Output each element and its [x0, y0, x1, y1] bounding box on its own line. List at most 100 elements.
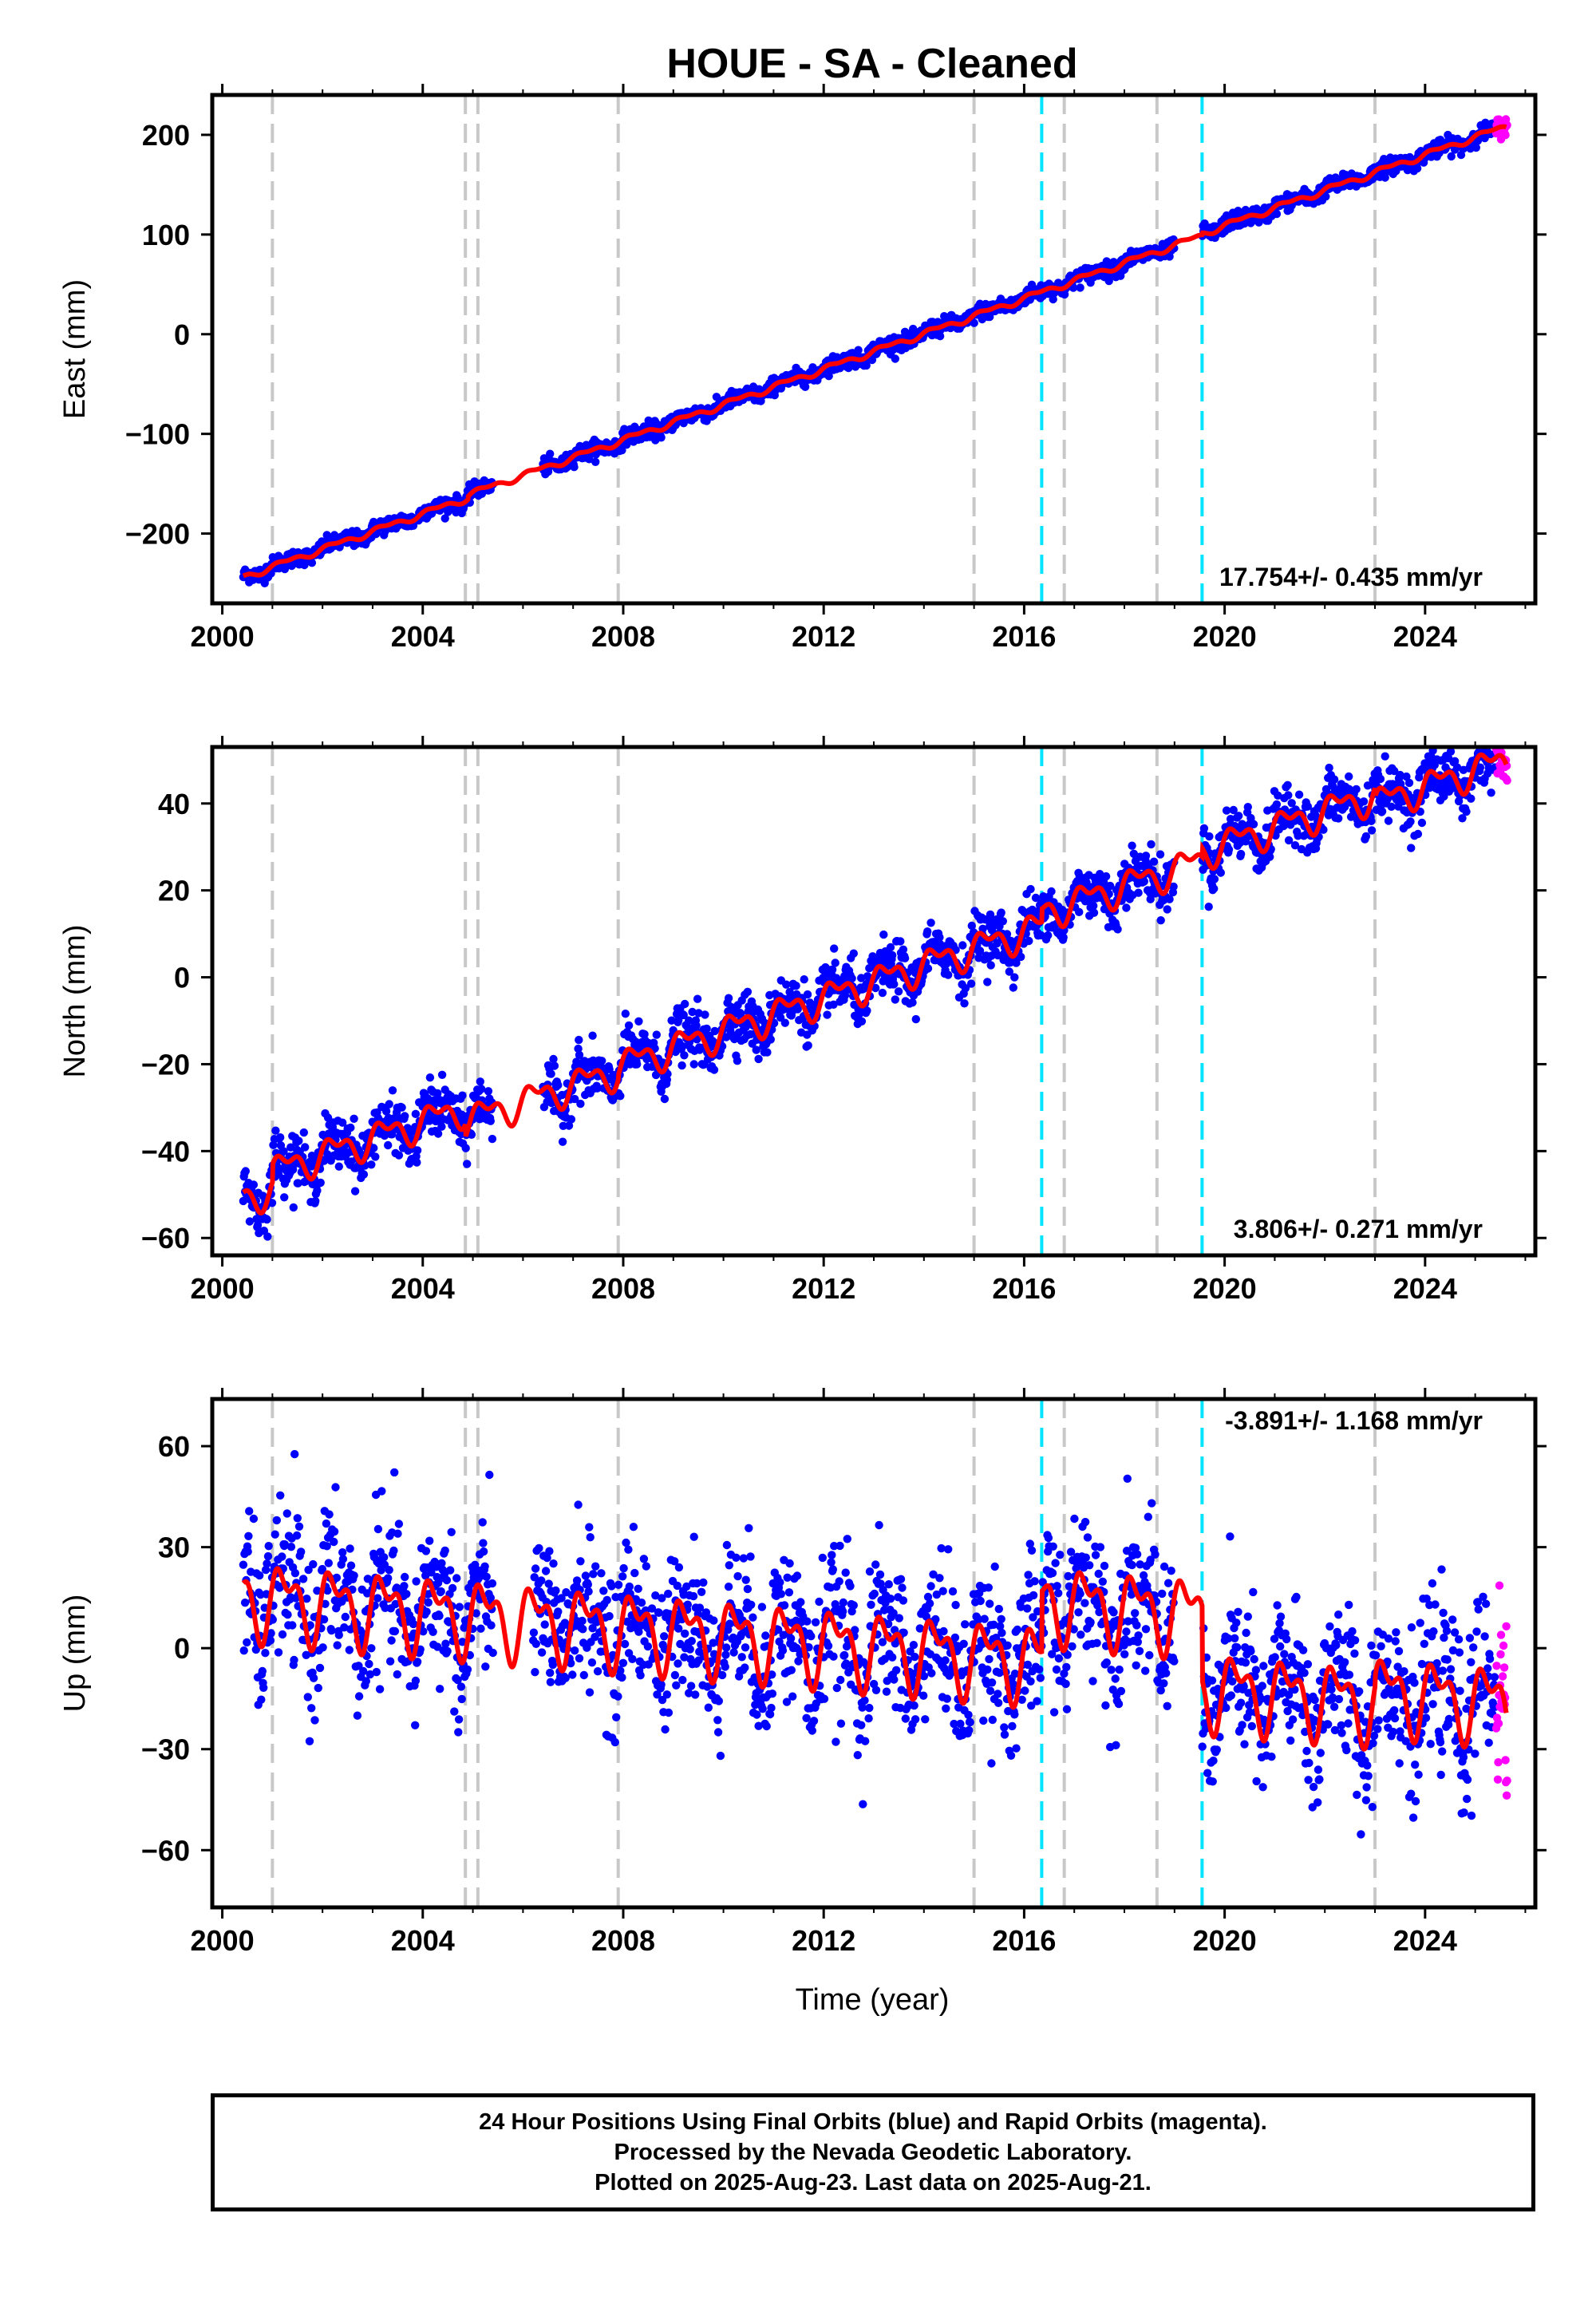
rate-annotation-east: 17.754+/- 0.435 mm/yr: [1219, 563, 1483, 591]
data-point-final: [306, 1621, 314, 1630]
data-point-final: [854, 346, 863, 354]
data-point-final: [244, 1531, 253, 1541]
panel-frame-north: [210, 745, 1538, 1258]
data-point-final: [1417, 818, 1427, 828]
data-point-final: [624, 1545, 633, 1554]
data-point-final: [1005, 967, 1014, 976]
data-point-final: [480, 1562, 489, 1571]
y-tick-label: 20: [158, 875, 190, 907]
data-point-final: [1222, 806, 1231, 815]
data-point-final: [346, 1123, 355, 1132]
data-point-final: [1325, 763, 1333, 773]
data-point-final: [894, 987, 903, 996]
data-point-final: [886, 943, 895, 952]
x-tick-label: 2000: [191, 620, 255, 653]
data-point-final: [908, 998, 917, 1007]
data-point-final: [393, 1670, 401, 1679]
data-point-final: [1076, 283, 1084, 292]
data-point-final: [529, 1628, 539, 1637]
data-point-final: [334, 1162, 343, 1171]
data-point-final: [546, 1678, 555, 1686]
data-point-final: [425, 1073, 435, 1082]
x-tick-label: 2020: [1193, 1272, 1257, 1305]
data-point-final: [309, 1559, 318, 1569]
y-tick-label: −200: [125, 518, 190, 551]
data-point-final: [307, 1704, 316, 1713]
data-point-final: [1216, 868, 1226, 877]
data-point-final: [292, 1531, 302, 1540]
data-point-final: [1448, 733, 1456, 741]
data-point-final: [554, 1081, 563, 1089]
data-point-final: [900, 954, 910, 962]
data-point-final: [422, 1607, 431, 1616]
data-points-north: [239, 726, 1511, 1241]
data-point-final: [1163, 905, 1171, 914]
data-point-final: [1266, 852, 1274, 861]
data-point-final: [616, 1092, 625, 1101]
data-point-final: [302, 1595, 311, 1603]
data-point-final: [385, 1566, 393, 1575]
data-point-final: [878, 988, 887, 998]
y-tick-label: −20: [141, 1048, 190, 1081]
data-point-final: [576, 1099, 585, 1109]
data-point-final: [384, 1140, 393, 1150]
data-point-final: [330, 1537, 338, 1547]
data-point-final: [763, 1048, 772, 1057]
data-point-final: [888, 951, 897, 960]
data-point-final: [593, 1667, 602, 1676]
data-point-final: [1486, 734, 1494, 742]
data-point-final: [588, 1031, 597, 1040]
data-point-final: [259, 1683, 268, 1692]
data-point-final: [261, 1565, 271, 1575]
data-point-final: [401, 1112, 409, 1120]
data-point-final: [571, 1094, 579, 1104]
data-point-final: [1284, 791, 1293, 800]
data-point-final: [461, 1144, 470, 1152]
data-point-final: [643, 1642, 653, 1651]
data-point-final: [1010, 973, 1019, 982]
data-point-final: [255, 1571, 264, 1580]
data-point-rapid: [1501, 131, 1510, 140]
data-point-final: [636, 1671, 645, 1680]
data-point-final: [400, 1582, 409, 1591]
data-point-final: [303, 1693, 312, 1701]
data-point-rapid: [1495, 726, 1503, 734]
data-point-final: [986, 961, 995, 970]
data-point-final: [823, 1010, 832, 1019]
data-point-final: [958, 941, 967, 950]
data-point-final: [253, 1221, 263, 1230]
data-point-final: [1059, 933, 1068, 942]
data-point-final: [487, 1621, 496, 1630]
data-point-final: [583, 1580, 592, 1589]
data-point-final: [346, 1544, 354, 1553]
data-point-final: [587, 1658, 597, 1667]
data-point-final: [1384, 816, 1393, 825]
data-point-final: [1283, 781, 1292, 789]
data-point-final: [1462, 807, 1471, 816]
data-point-final: [994, 951, 1002, 960]
data-point-final: [1134, 888, 1143, 897]
data-point-final: [440, 1546, 449, 1555]
data-point-final: [548, 1660, 557, 1670]
data-point-final: [923, 927, 932, 936]
data-point-final: [537, 1576, 546, 1585]
data-point-final: [393, 1529, 402, 1538]
data-point-final: [421, 1547, 431, 1555]
data-point-final: [377, 1487, 386, 1496]
data-point-final: [354, 1692, 364, 1701]
data-point-final: [463, 1160, 472, 1168]
data-point-final: [986, 312, 994, 322]
data-point-final: [271, 1126, 280, 1135]
data-point-final: [575, 1654, 584, 1663]
data-point-final: [367, 1644, 376, 1653]
data-point-final: [272, 1516, 281, 1525]
data-point-final: [437, 1122, 446, 1131]
data-point-final: [240, 1599, 250, 1607]
data-point-final: [1122, 903, 1131, 912]
data-point-final: [1075, 907, 1084, 917]
data-point-final: [263, 1551, 273, 1561]
data-point-final: [1199, 824, 1209, 833]
data-point-final: [792, 982, 800, 990]
data-point-final: [319, 1615, 329, 1624]
data-point-final: [1413, 829, 1423, 839]
